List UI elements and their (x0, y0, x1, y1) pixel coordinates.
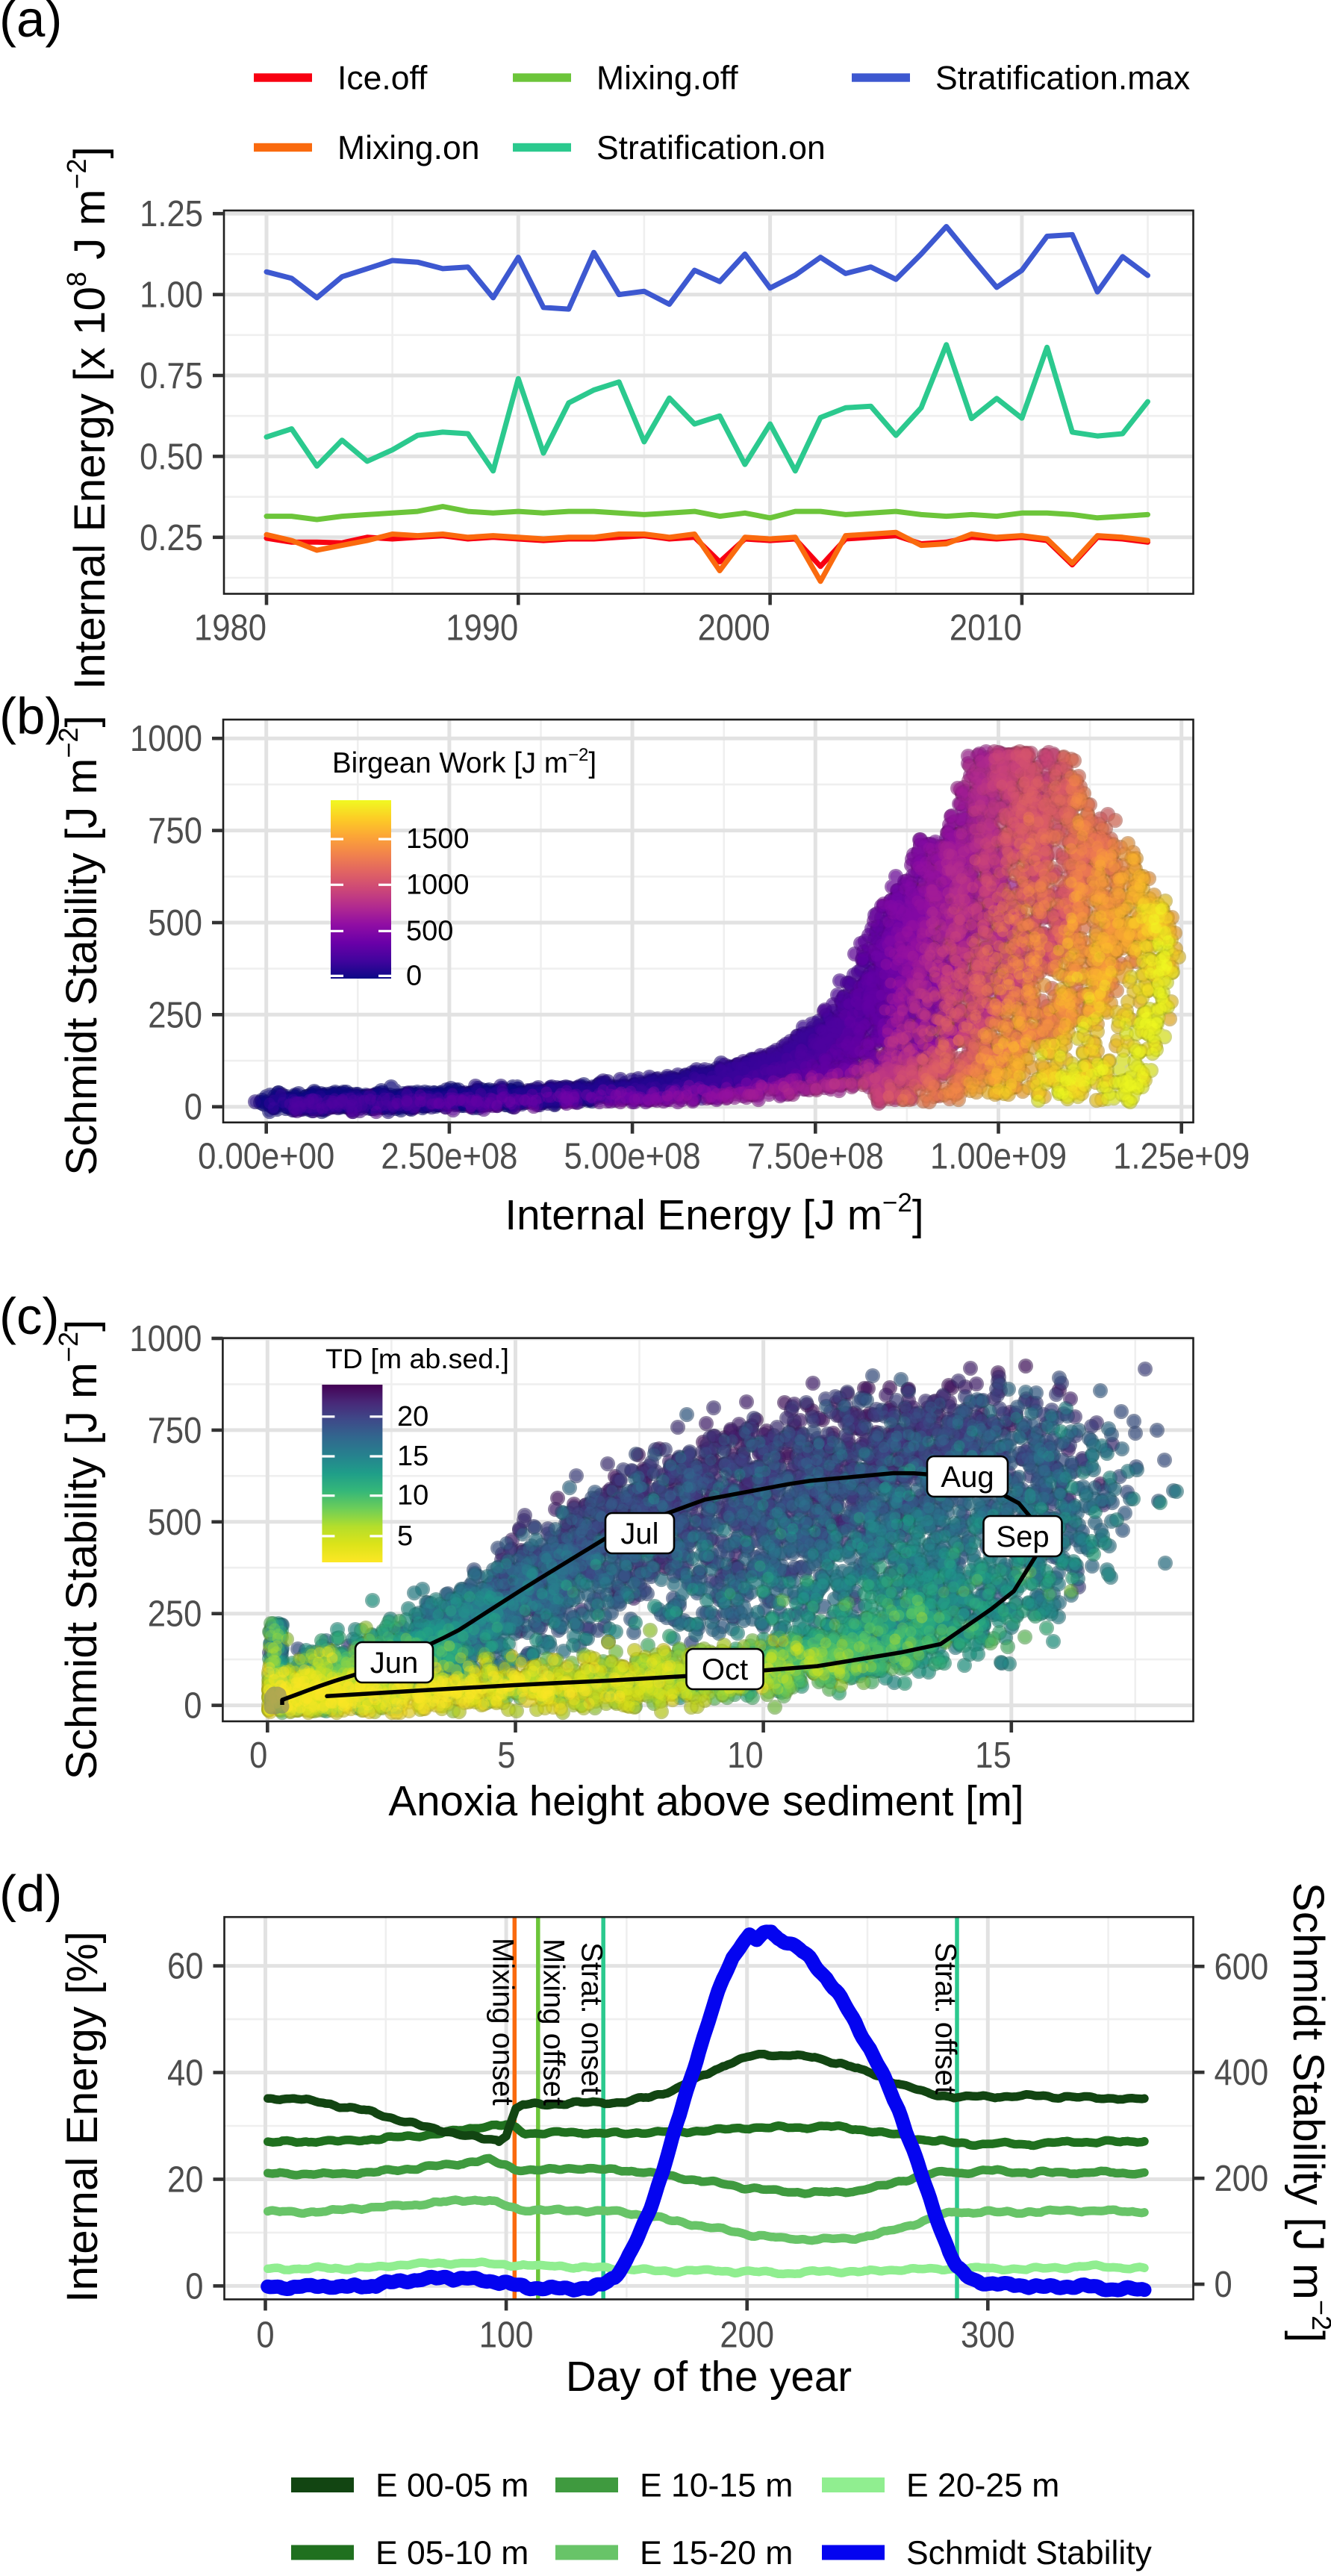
svg-text:Sep: Sep (996, 1521, 1049, 1553)
svg-text:750: 750 (148, 1411, 202, 1451)
svg-text:15: 15 (975, 1735, 1012, 1776)
svg-text:Strat. offset: Strat. offset (929, 1942, 962, 2095)
svg-text:60: 60 (167, 1947, 204, 1987)
svg-text:0: 0 (1215, 2265, 1232, 2305)
svg-text:E 15-20 m: E 15-20 m (640, 2535, 793, 2572)
svg-text:1.00: 1.00 (140, 275, 203, 316)
svg-text:1990: 1990 (446, 608, 518, 649)
svg-text:(b): (b) (0, 687, 62, 745)
svg-text:E 05-10 m: E 05-10 m (375, 2535, 529, 2572)
svg-text:Schmidt Stability [J m−2]: Schmidt Stability [J m−2] (53, 715, 106, 1175)
svg-text:Mixing onset: Mixing onset (487, 1938, 520, 2106)
svg-text:0: 0 (406, 960, 422, 991)
svg-text:Internal Energy [%]: Internal Energy [%] (58, 1931, 107, 2303)
svg-text:40: 40 (167, 2053, 204, 2094)
svg-text:Internal Energy [J m−2]: Internal Energy [J m−2] (505, 1188, 923, 1238)
svg-text:TD [m ab.sed.]: TD [m ab.sed.] (325, 1343, 509, 1374)
svg-text:Stratification.max: Stratification.max (935, 60, 1190, 97)
svg-text:Stratification.on: Stratification.on (596, 130, 826, 166)
svg-text:(c): (c) (0, 1288, 59, 1345)
svg-text:250: 250 (148, 1594, 202, 1635)
svg-text:0.00e+00: 0.00e+00 (198, 1137, 334, 1177)
svg-text:5: 5 (497, 1735, 515, 1776)
svg-text:Internal Energy [x 108 J m−2]: Internal Energy [x 108 J m−2] (61, 146, 114, 690)
svg-text:250: 250 (148, 995, 202, 1035)
svg-text:0.25: 0.25 (140, 518, 203, 558)
svg-text:100: 100 (479, 2315, 534, 2355)
svg-text:Birgean Work [J m−2]: Birgean Work [J m−2] (332, 745, 596, 779)
svg-text:300: 300 (961, 2315, 1015, 2355)
svg-text:1.25e+09: 1.25e+09 (1113, 1137, 1250, 1177)
svg-text:E 00-05 m: E 00-05 m (375, 2468, 529, 2504)
svg-text:500: 500 (148, 903, 202, 944)
svg-text:500: 500 (148, 1503, 202, 1543)
svg-text:E 10-15 m: E 10-15 m (640, 2468, 793, 2504)
svg-text:0: 0 (256, 2315, 274, 2355)
svg-text:(d): (d) (0, 1865, 62, 1923)
svg-text:Anoxia height above sediment [: Anoxia height above sediment [m] (388, 1777, 1023, 1824)
svg-text:0.75: 0.75 (140, 356, 203, 396)
svg-text:Jul: Jul (620, 1518, 658, 1550)
svg-text:1000: 1000 (406, 869, 470, 900)
svg-text:(a): (a) (0, 0, 62, 48)
svg-text:2010: 2010 (950, 608, 1022, 649)
svg-text:Mixing offset: Mixing offset (537, 1939, 570, 2106)
svg-text:1000: 1000 (129, 1319, 202, 1359)
svg-text:1.00e+09: 1.00e+09 (930, 1137, 1067, 1177)
svg-text:Ice.off: Ice.off (337, 60, 428, 97)
svg-text:Mixing.on: Mixing.on (337, 130, 479, 166)
svg-text:1500: 1500 (406, 823, 470, 855)
svg-text:10: 10 (397, 1480, 428, 1512)
svg-text:Schmidt Stability [J m−2]: Schmidt Stability [J m−2] (53, 1320, 106, 1780)
svg-text:20: 20 (397, 1401, 428, 1432)
svg-text:10: 10 (727, 1735, 764, 1776)
svg-text:Schmidt Stability [J m−2]: Schmidt Stability [J m−2] (1284, 1883, 1331, 2342)
svg-text:Strat. onset: Strat. onset (576, 1942, 608, 2095)
svg-text:400: 400 (1215, 2053, 1269, 2093)
svg-text:Aug: Aug (941, 1461, 994, 1494)
svg-text:0: 0 (185, 2266, 203, 2307)
svg-text:0: 0 (184, 1686, 202, 1727)
svg-text:1000: 1000 (130, 719, 202, 759)
svg-text:Jun: Jun (370, 1647, 419, 1680)
svg-text:15: 15 (397, 1441, 428, 1472)
svg-text:1980: 1980 (194, 608, 266, 649)
svg-text:20: 20 (167, 2160, 204, 2201)
svg-text:Mixing.off: Mixing.off (596, 60, 738, 97)
svg-text:500: 500 (406, 915, 453, 946)
svg-text:E 20-25 m: E 20-25 m (906, 2468, 1059, 2504)
svg-text:750: 750 (148, 811, 202, 852)
svg-text:5: 5 (397, 1521, 413, 1552)
svg-text:600: 600 (1215, 1947, 1269, 1987)
svg-text:7.50e+08: 7.50e+08 (747, 1137, 884, 1177)
svg-text:5.00e+08: 5.00e+08 (564, 1137, 701, 1177)
svg-text:0.50: 0.50 (140, 437, 203, 477)
svg-text:Oct: Oct (702, 1653, 748, 1686)
svg-text:200: 200 (720, 2315, 774, 2355)
svg-text:Schmidt Stability: Schmidt Stability (906, 2535, 1153, 2572)
svg-text:Day of the year: Day of the year (566, 2353, 852, 2400)
svg-text:2.50e+08: 2.50e+08 (381, 1137, 517, 1177)
svg-text:2000: 2000 (698, 608, 770, 649)
svg-text:0: 0 (184, 1088, 202, 1128)
svg-text:200: 200 (1215, 2159, 1269, 2199)
svg-text:1.25: 1.25 (140, 194, 203, 234)
svg-text:0: 0 (249, 1735, 267, 1776)
